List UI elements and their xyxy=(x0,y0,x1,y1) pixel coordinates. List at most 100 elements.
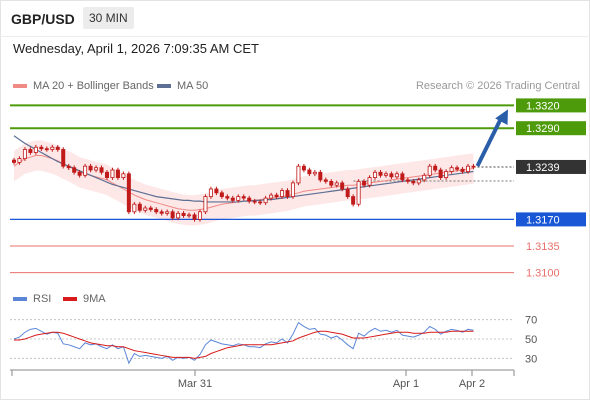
candle xyxy=(77,171,82,176)
candle xyxy=(44,148,49,151)
x-tick-label: Apr 1 xyxy=(393,378,419,390)
header-bar: GBP/USD 30 MIN xyxy=(0,0,590,37)
candle xyxy=(148,207,153,210)
candle xyxy=(230,197,235,201)
level-label-1.3320: 1.3320 xyxy=(526,100,560,112)
legend-9ma-label: 9MA xyxy=(83,293,106,305)
candle xyxy=(405,179,410,182)
candle xyxy=(99,167,104,173)
candle xyxy=(192,214,197,220)
candle xyxy=(132,203,137,213)
ma50-swatch xyxy=(157,84,171,89)
level-box-1.3170 xyxy=(516,212,586,227)
x-tick-label: Apr 2 xyxy=(459,378,485,390)
level-label-1.3170: 1.3170 xyxy=(526,214,560,226)
rsi-line xyxy=(13,321,474,365)
candle xyxy=(433,165,438,171)
level-label-1.3239: 1.3239 xyxy=(526,162,560,174)
candle xyxy=(411,180,416,184)
candle xyxy=(208,188,213,197)
candle xyxy=(367,177,372,186)
candle xyxy=(285,190,290,198)
legend-ma50-label: MA 50 xyxy=(177,80,209,92)
candle xyxy=(345,188,350,197)
candle xyxy=(83,165,88,176)
candle xyxy=(394,173,399,178)
level-label-1.3290: 1.3290 xyxy=(526,123,560,135)
timeframe-button[interactable]: 30 MIN xyxy=(83,7,134,29)
candle xyxy=(427,165,432,176)
candle xyxy=(323,179,328,182)
candle xyxy=(318,171,323,181)
candle xyxy=(290,182,295,197)
candle xyxy=(219,192,224,198)
candle xyxy=(340,182,345,190)
candle xyxy=(258,201,263,204)
level-box-1.3290 xyxy=(516,121,586,136)
candle xyxy=(351,196,356,205)
candle xyxy=(438,169,443,178)
candle xyxy=(334,182,339,186)
timestamp: Wednesday, April 1, 2026 7:09:35 AM CET xyxy=(13,41,259,56)
candle xyxy=(143,207,148,211)
candle xyxy=(383,173,388,176)
candle xyxy=(455,167,460,170)
candle xyxy=(17,158,22,163)
candle xyxy=(449,167,454,172)
level-box-1.3239 xyxy=(516,159,586,174)
candle xyxy=(55,146,60,150)
candle xyxy=(50,146,55,150)
candle xyxy=(263,197,268,204)
candle xyxy=(466,165,471,172)
candle xyxy=(356,180,361,205)
legend-rsi-label: RSI xyxy=(33,293,52,305)
candle xyxy=(110,169,115,178)
candle xyxy=(247,197,252,202)
rsi-9ma-line xyxy=(14,330,474,359)
candle xyxy=(373,171,378,178)
candle xyxy=(28,149,33,153)
candle xyxy=(176,212,181,219)
candle xyxy=(329,180,334,186)
candle xyxy=(225,196,230,199)
candle xyxy=(61,149,66,167)
credit-text: Research © 2026 Trading Central xyxy=(415,80,580,92)
9ma-swatch xyxy=(63,297,77,302)
candle xyxy=(154,209,159,213)
candle xyxy=(115,169,120,178)
rsi-swatch xyxy=(13,297,27,302)
candle xyxy=(203,196,208,213)
candle xyxy=(274,194,279,198)
candle xyxy=(88,165,93,171)
projection-arrow-head xyxy=(495,109,508,126)
candle xyxy=(460,168,465,172)
candle xyxy=(444,171,449,179)
candles xyxy=(11,144,476,222)
candle xyxy=(471,165,476,168)
candle xyxy=(181,212,186,217)
projection-arrow xyxy=(475,115,504,167)
rsi-tick-label: 50 xyxy=(525,334,537,346)
candle xyxy=(362,180,367,186)
level-label-1.3135: 1.3135 xyxy=(526,241,560,253)
candle xyxy=(312,171,317,175)
candle xyxy=(307,169,312,175)
ma20-swatch xyxy=(13,84,27,89)
candle xyxy=(301,165,306,171)
candle xyxy=(236,196,241,201)
candle xyxy=(39,146,44,150)
level-box-1.3320 xyxy=(516,98,586,113)
instrument-title: GBP/USD xyxy=(11,11,75,27)
candle xyxy=(422,174,427,181)
candle xyxy=(197,211,202,220)
candle xyxy=(187,214,192,217)
legend-ma50: MA 50 xyxy=(157,80,208,92)
candle xyxy=(252,200,257,203)
legend-ma20-label: MA 20 + Bollinger Bands xyxy=(33,80,154,92)
candle xyxy=(378,171,383,176)
candle xyxy=(269,194,274,199)
candle xyxy=(94,167,99,171)
candle xyxy=(22,149,27,159)
candle xyxy=(137,203,142,211)
